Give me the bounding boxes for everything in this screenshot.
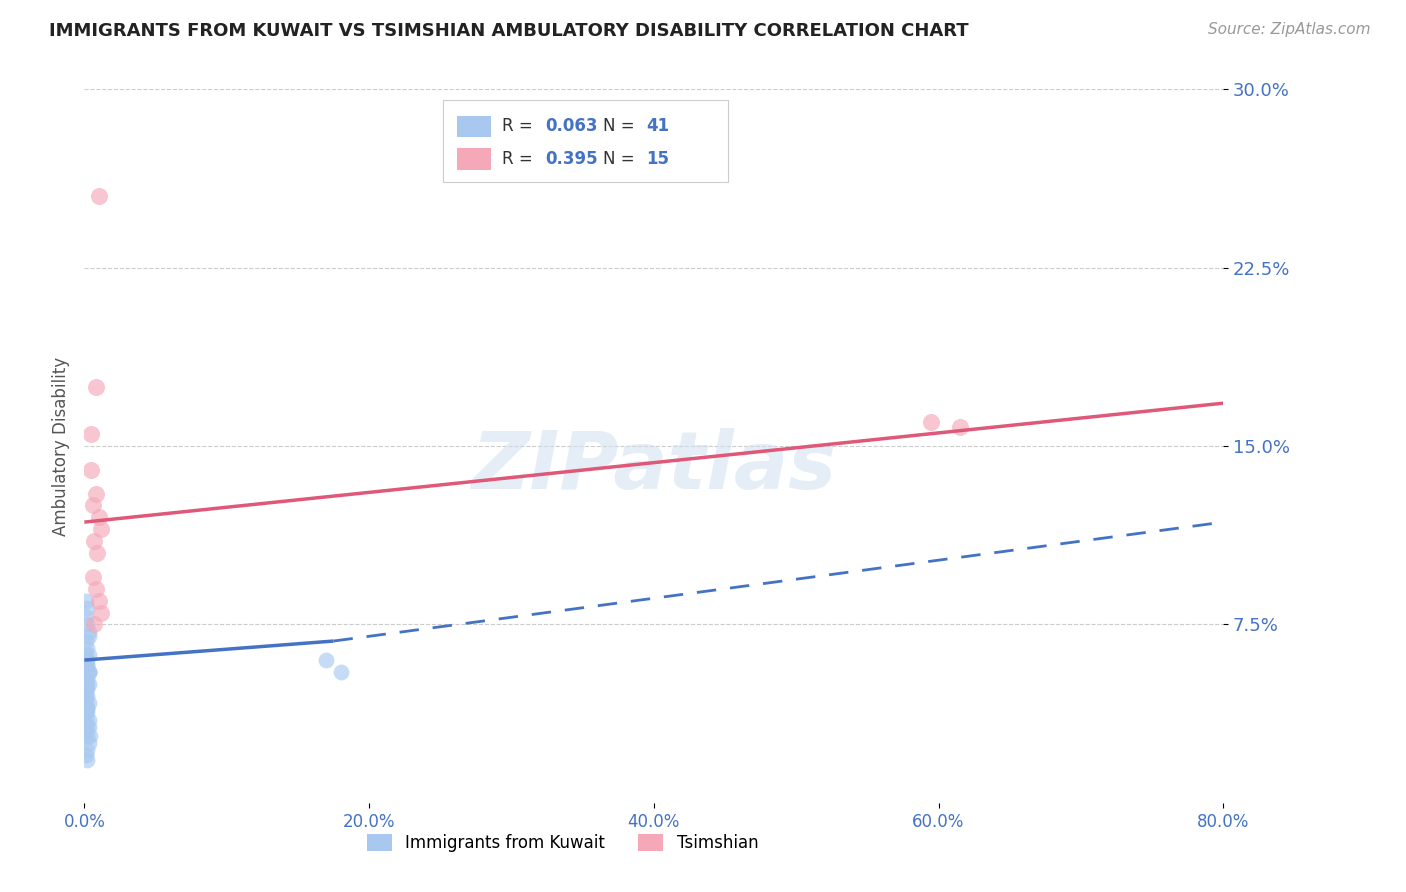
Point bbox=[90, 522, 112, 536]
Point bbox=[75, 634, 97, 648]
Point bbox=[76, 720, 98, 734]
Point bbox=[75, 713, 97, 727]
Point bbox=[77, 713, 100, 727]
Point bbox=[949, 420, 972, 434]
Point bbox=[77, 665, 100, 679]
Point bbox=[75, 610, 97, 624]
Point bbox=[76, 672, 98, 686]
Point bbox=[86, 546, 108, 560]
Point bbox=[315, 653, 337, 667]
Point bbox=[77, 736, 100, 750]
Point bbox=[75, 648, 97, 663]
Point bbox=[77, 624, 100, 639]
Point bbox=[77, 665, 100, 679]
Point bbox=[75, 706, 97, 720]
Point bbox=[87, 510, 110, 524]
Point bbox=[75, 696, 97, 710]
Point bbox=[75, 653, 97, 667]
Point bbox=[77, 677, 100, 691]
Point bbox=[76, 729, 98, 743]
Point bbox=[76, 689, 98, 703]
Point bbox=[82, 570, 104, 584]
Point bbox=[87, 593, 110, 607]
Point bbox=[76, 657, 98, 672]
Point bbox=[76, 753, 98, 767]
Point bbox=[76, 653, 98, 667]
Point bbox=[80, 463, 103, 477]
Text: IMMIGRANTS FROM KUWAIT VS TSIMSHIAN AMBULATORY DISABILITY CORRELATION CHART: IMMIGRANTS FROM KUWAIT VS TSIMSHIAN AMBU… bbox=[49, 22, 969, 40]
Text: Source: ZipAtlas.com: Source: ZipAtlas.com bbox=[1208, 22, 1371, 37]
Point bbox=[82, 499, 104, 513]
Point bbox=[77, 720, 100, 734]
Point bbox=[76, 743, 98, 757]
Point bbox=[75, 724, 97, 739]
Point bbox=[329, 665, 352, 679]
Point bbox=[84, 582, 107, 596]
Point bbox=[87, 189, 110, 203]
Text: 0.063: 0.063 bbox=[546, 118, 598, 136]
Point bbox=[80, 427, 103, 442]
Point bbox=[920, 415, 942, 429]
Text: R =: R = bbox=[502, 118, 538, 136]
Point bbox=[84, 379, 107, 393]
Legend: Immigrants from Kuwait, Tsimshian: Immigrants from Kuwait, Tsimshian bbox=[360, 827, 765, 859]
Bar bbox=[457, 116, 491, 137]
Text: N =: N = bbox=[603, 118, 640, 136]
Point bbox=[75, 689, 97, 703]
Bar bbox=[457, 148, 491, 169]
Point bbox=[84, 486, 107, 500]
Point bbox=[77, 648, 100, 663]
Point bbox=[76, 677, 98, 691]
Point bbox=[76, 641, 98, 656]
Point bbox=[76, 617, 98, 632]
Text: R =: R = bbox=[502, 150, 538, 168]
Point bbox=[75, 593, 97, 607]
Point bbox=[79, 729, 101, 743]
Point bbox=[76, 600, 98, 615]
Point bbox=[76, 681, 98, 696]
Point bbox=[75, 681, 97, 696]
Point bbox=[76, 700, 98, 714]
Point bbox=[83, 534, 105, 549]
Point bbox=[77, 696, 100, 710]
Point bbox=[75, 748, 97, 763]
Y-axis label: Ambulatory Disability: Ambulatory Disability bbox=[52, 357, 70, 535]
Bar bbox=[443, 100, 728, 182]
Point bbox=[90, 606, 112, 620]
Text: N =: N = bbox=[603, 150, 640, 168]
Point bbox=[76, 657, 98, 672]
Text: ZIPatlas: ZIPatlas bbox=[471, 428, 837, 507]
Point bbox=[77, 665, 100, 679]
Text: 15: 15 bbox=[645, 150, 669, 168]
Text: 0.395: 0.395 bbox=[546, 150, 598, 168]
Text: 41: 41 bbox=[645, 118, 669, 136]
Point bbox=[76, 706, 98, 720]
Point bbox=[76, 700, 98, 714]
Point bbox=[77, 629, 100, 643]
Point bbox=[83, 617, 105, 632]
